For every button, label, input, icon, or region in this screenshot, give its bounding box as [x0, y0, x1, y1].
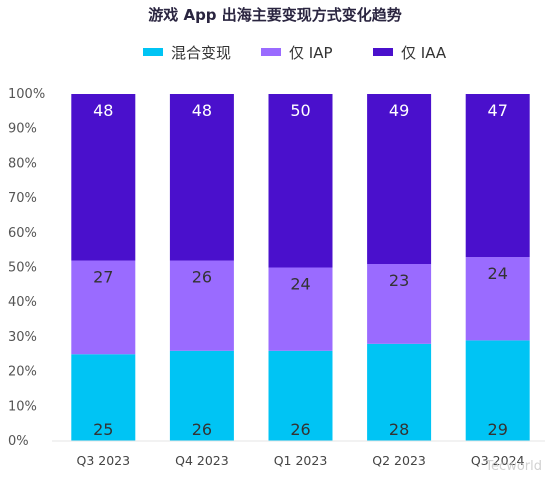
x-tick-label: Q3 2023 — [77, 453, 131, 468]
data-label: 28 — [389, 420, 409, 439]
data-label: 24 — [290, 275, 310, 294]
legend-swatch-2 — [261, 48, 281, 56]
legend-swatch-1 — [143, 48, 163, 56]
data-label: 26 — [192, 268, 212, 287]
data-label: 48 — [93, 101, 113, 120]
bar-segment — [465, 94, 530, 258]
legend-label-3: 仅 IAA — [401, 44, 447, 62]
bar-segment — [169, 350, 234, 441]
y-tick-label: 100% — [8, 87, 45, 102]
data-label: 49 — [389, 101, 409, 120]
y-tick-label: 20% — [8, 365, 37, 380]
legend-label-2: 仅 IAP — [289, 44, 333, 62]
bar-segment — [268, 94, 333, 268]
bar-segment — [465, 257, 530, 341]
bar-segment — [71, 354, 136, 441]
data-label: 25 — [93, 420, 113, 439]
x-tick-label: Q4 2023 — [175, 453, 229, 468]
bar-segment — [169, 260, 234, 351]
bar-segment — [71, 94, 136, 261]
x-tick-label: Q2 2023 — [372, 453, 426, 468]
y-tick-label: 30% — [8, 330, 37, 345]
y-tick-label: 0% — [8, 434, 29, 449]
legend-swatch-3 — [373, 48, 393, 56]
y-tick-label: 50% — [8, 261, 37, 276]
y-tick-label: 80% — [8, 156, 37, 171]
data-label: 24 — [488, 264, 508, 283]
bar-segment — [169, 94, 234, 261]
y-tick-label: 60% — [8, 226, 37, 241]
data-label: 26 — [192, 420, 212, 439]
bar-segment — [268, 350, 333, 441]
chart-title: 游戏 App 出海主要变现方式变化趋势 — [148, 6, 402, 24]
legend-label-1: 混合变现 — [171, 44, 231, 62]
data-label: 27 — [93, 268, 113, 287]
data-label: 50 — [290, 101, 310, 120]
y-tick-label: 90% — [8, 122, 37, 137]
y-tick-label: 40% — [8, 295, 37, 310]
bar-segment — [367, 264, 432, 344]
data-label: 23 — [389, 271, 409, 290]
data-label: 29 — [488, 420, 508, 439]
x-tick-label: Q1 2023 — [274, 453, 328, 468]
bar-segment — [367, 94, 432, 265]
bar-segment — [367, 343, 432, 441]
watermark: Tecworld — [485, 459, 542, 474]
y-tick-label: 10% — [8, 399, 37, 414]
data-label: 48 — [192, 101, 212, 120]
bar-segment — [71, 260, 136, 355]
bar-segment — [268, 267, 333, 351]
bar-segment — [465, 340, 530, 441]
data-label: 26 — [290, 420, 310, 439]
x-tick-label: Q3 2024 — [471, 453, 525, 468]
y-tick-label: 70% — [8, 191, 37, 206]
data-label: 47 — [488, 101, 508, 120]
